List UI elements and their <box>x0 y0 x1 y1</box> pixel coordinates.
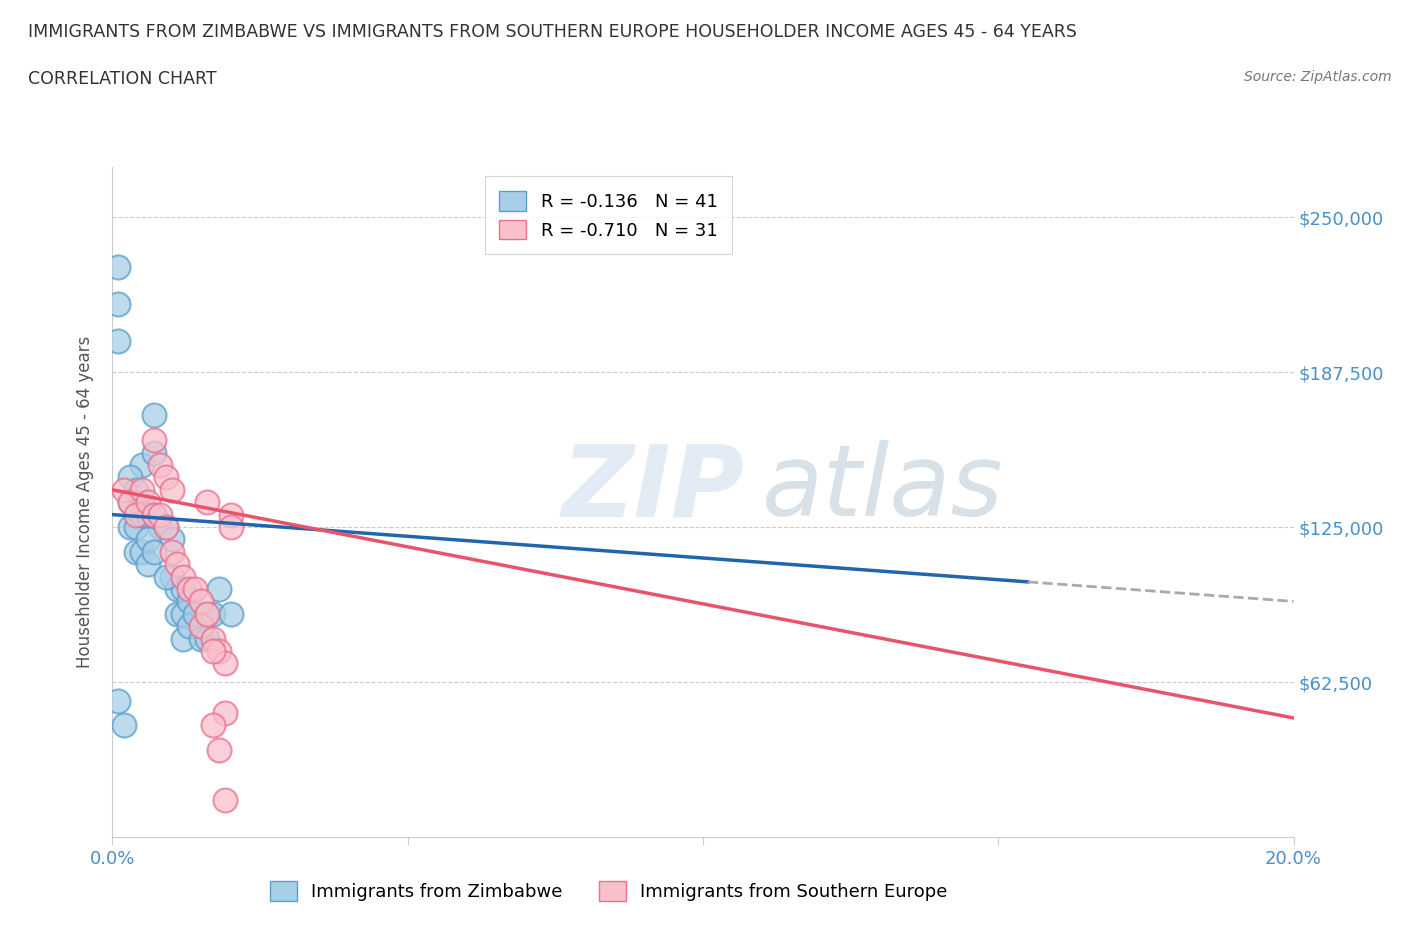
Point <box>190 618 212 633</box>
Point <box>219 520 242 535</box>
Point <box>208 581 231 596</box>
Point <box>107 259 129 274</box>
Point <box>195 631 218 646</box>
Point <box>190 594 212 609</box>
Point <box>142 544 165 559</box>
Point <box>155 470 177 485</box>
Point <box>166 557 188 572</box>
Point <box>155 520 177 535</box>
Point <box>142 507 165 522</box>
Point <box>149 520 172 535</box>
Text: ZIP: ZIP <box>561 440 744 538</box>
Point <box>160 544 183 559</box>
Point <box>149 458 172 472</box>
Point <box>219 606 242 621</box>
Point <box>179 594 201 609</box>
Point <box>172 631 194 646</box>
Point <box>112 718 135 733</box>
Point <box>107 693 129 708</box>
Point <box>195 606 218 621</box>
Point <box>136 495 159 510</box>
Point <box>214 656 236 671</box>
Point <box>142 445 165 460</box>
Point <box>166 581 188 596</box>
Point <box>142 432 165 447</box>
Point <box>131 507 153 522</box>
Point <box>107 334 129 349</box>
Point <box>112 483 135 498</box>
Point <box>125 520 148 535</box>
Point <box>172 569 194 584</box>
Text: Source: ZipAtlas.com: Source: ZipAtlas.com <box>1244 70 1392 84</box>
Text: atlas: atlas <box>762 440 1004 538</box>
Point <box>136 532 159 547</box>
Point <box>160 532 183 547</box>
Point <box>219 507 242 522</box>
Point <box>201 631 224 646</box>
Point <box>179 581 201 596</box>
Point <box>131 458 153 472</box>
Point <box>160 483 183 498</box>
Point <box>131 544 153 559</box>
Point <box>125 544 148 559</box>
Point <box>136 507 159 522</box>
Point <box>125 483 148 498</box>
Point <box>120 495 142 510</box>
Point <box>131 483 153 498</box>
Point <box>214 706 236 721</box>
Point <box>208 644 231 658</box>
Point <box>155 569 177 584</box>
Point <box>131 495 153 510</box>
Point <box>160 569 183 584</box>
Point <box>195 495 218 510</box>
Point <box>172 581 194 596</box>
Point <box>184 581 207 596</box>
Point <box>107 297 129 312</box>
Point <box>214 792 236 807</box>
Point <box>172 606 194 621</box>
Point <box>190 631 212 646</box>
Point <box>201 606 224 621</box>
Point <box>201 644 224 658</box>
Text: IMMIGRANTS FROM ZIMBABWE VS IMMIGRANTS FROM SOUTHERN EUROPE HOUSEHOLDER INCOME A: IMMIGRANTS FROM ZIMBABWE VS IMMIGRANTS F… <box>28 23 1077 41</box>
Point <box>136 557 159 572</box>
Point <box>142 408 165 423</box>
Point <box>201 718 224 733</box>
Point <box>125 507 148 522</box>
Point <box>142 507 165 522</box>
Point <box>120 520 142 535</box>
Point <box>195 606 218 621</box>
Text: CORRELATION CHART: CORRELATION CHART <box>28 70 217 87</box>
Point <box>208 743 231 758</box>
Y-axis label: Householder Income Ages 45 - 64 years: Householder Income Ages 45 - 64 years <box>76 336 94 669</box>
Point <box>179 618 201 633</box>
Point <box>155 520 177 535</box>
Point <box>166 606 188 621</box>
Point <box>184 606 207 621</box>
Point <box>120 495 142 510</box>
Legend: Immigrants from Zimbabwe, Immigrants from Southern Europe: Immigrants from Zimbabwe, Immigrants fro… <box>263 874 955 909</box>
Point <box>120 470 142 485</box>
Point <box>149 507 172 522</box>
